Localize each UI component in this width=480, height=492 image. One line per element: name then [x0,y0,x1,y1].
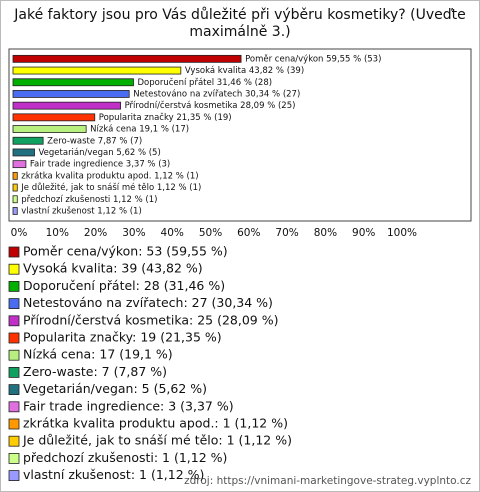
bar-label: Nízká cena 19,1 % (17) [90,125,189,135]
bar-label: Poměr cena/výkon 59,55 % (53) [245,54,381,64]
legend-label: Nízká cena: 17 (19,1 %) [23,347,173,362]
bar-label: Netestováno na zvířatech 30,34 % (27) [133,89,300,99]
legend-swatch [8,246,20,258]
x-tick-label: 70% [275,227,298,239]
bar-label: Vegetarián/vegan 5,62 % (5) [39,148,161,158]
bar-label: Doporučení přátel 31,46 % (28) [137,77,272,88]
bar [12,54,242,63]
bar [12,101,121,110]
bar-label: Fair trade ingredience 3,37 % (3) [30,160,170,170]
legend-label: Je důležité, jak to snáší mé tělo: 1 (1,… [22,433,292,448]
legend-label: Zero-waste: 7 (7,87 %) [23,364,167,379]
legend-label: Přírodní/čerstvá kosmetika: 25 (28,09 %) [23,312,278,327]
legend-label: vlastní zkušenost: 1 (1,12 %) [23,467,204,482]
bar [12,183,18,192]
bar [12,148,35,157]
legend-label: Poměr cena/výkon: 53 (59,55 %) [23,244,228,259]
chart-title: Jaké faktory jsou pro Vás důležité při v… [14,7,466,40]
legend-label: předchozí zkušenosti: 1 (1,12 %) [23,450,227,465]
bar [12,90,130,98]
legend-label: zkrátka kvalita produktu apod.: 1 (1,12 … [23,416,288,431]
x-tick-label: 40% [161,227,184,239]
legend-swatch [8,349,20,361]
legend-label: Popularita značky: 19 (21,35 %) [23,330,222,345]
legend-swatch [8,384,20,396]
legend-swatch [8,435,20,447]
legend-label: Netestováno na zvířatech: 27 (30,34 %) [23,295,273,310]
legend-label: Vegetarián/vegan: 5 (5,62 %) [23,381,207,396]
legend-swatch [8,366,20,378]
bar [12,136,44,145]
x-tick-label: 50% [199,227,222,239]
bar [12,207,18,215]
legend-swatch [8,280,20,292]
bar-label: Vysoká kvalita 43,82 % (39) [185,66,304,76]
x-tick-label: 80% [314,227,337,239]
x-tick-label: 90% [352,227,375,239]
x-tick-label: 20% [84,227,107,239]
legend-swatch [8,263,20,275]
x-tick-label: 30% [122,227,145,239]
bar-label: vlastní zkušenost 1,12 % (1) [21,205,141,216]
legend-label: Doporučení přátel: 28 (31,46 %) [23,278,225,293]
bar-label: Přírodní/čerstvá kosmetika 28,09 % (25) [125,100,296,111]
legend-swatch [8,315,20,327]
x-tick-label: 100% [387,227,417,239]
source: zdroj: https://vnimani-marketingove-stra… [184,475,471,487]
legend-label: Vysoká kvalita: 39 (43,82 %) [23,261,203,276]
legend-swatch [8,298,20,310]
legend-label: Fair trade ingredience: 3 (3,37 %) [23,398,234,413]
legend-swatch [8,332,20,344]
bar-label: Zero-waste 7,87 % (7) [47,136,142,146]
plot-frame [8,48,472,222]
legend-swatch [8,401,20,413]
bar [12,66,182,75]
bar [12,78,134,87]
x-tick-label: 10% [46,227,69,239]
legend-swatch [8,418,20,430]
bar-label: Je důležité, jak to snáší mé tělo 1,12 %… [20,182,201,193]
legend-swatch [8,452,20,464]
bar-label: Popularita značky 21,35 % (19) [99,112,232,123]
bar [12,195,18,204]
legend-swatch [8,470,20,482]
bar-label: zkrátka kvalita produktu apod. 1,12 % (1… [21,171,198,181]
bar [12,160,27,169]
bar-label: předchozí zkušenosti 1,12 % (1) [21,194,157,205]
bar [12,171,18,180]
bar [12,125,87,133]
x-tick-label: 60% [237,227,260,239]
bar [12,113,96,122]
x-tick-label: 0% [11,227,28,239]
